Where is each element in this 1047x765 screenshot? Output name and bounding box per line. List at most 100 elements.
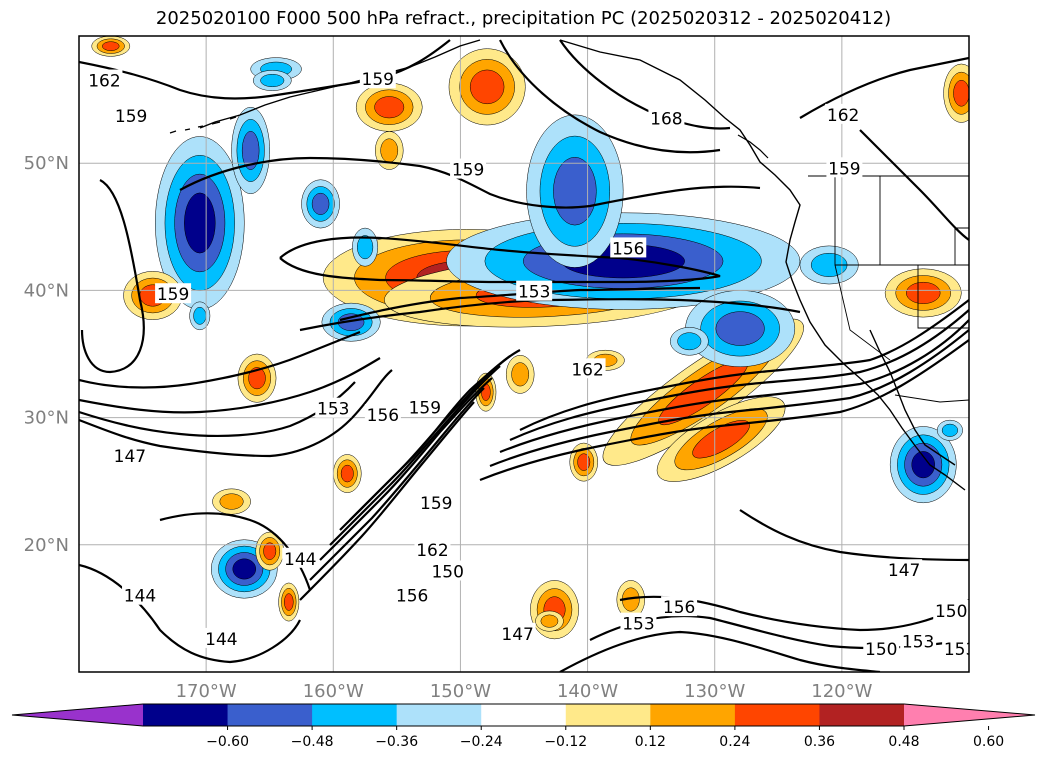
precip-level-fill — [553, 157, 597, 226]
precip-blob — [252, 70, 292, 91]
precip-level-fill — [540, 614, 559, 628]
precip-level-fill — [248, 367, 266, 390]
contour-label-halo — [406, 396, 443, 417]
contour-label: 153 — [516, 280, 553, 303]
colorbar-outline — [11, 703, 1036, 727]
contour-label-text: 156 — [367, 406, 399, 426]
contour-156-west — [79, 330, 361, 389]
contour-label: 156 — [661, 596, 698, 618]
contour-label: 162 — [569, 358, 606, 380]
contour-label-halo — [315, 397, 352, 418]
state-borders — [834, 176, 969, 361]
contour-label-text: 147 — [888, 561, 920, 581]
map-frame — [78, 35, 970, 673]
longitude-tick-label: 150°W — [430, 681, 491, 702]
precip-blob — [355, 82, 423, 132]
colorbar-tick-label: −0.60 — [206, 734, 249, 750]
contour-label-text: 144 — [124, 587, 156, 607]
contour-159-sierra-band-2 — [339, 355, 511, 531]
contour-147-west — [79, 369, 393, 458]
latitude-tick-label: 30°N — [24, 408, 69, 429]
contour-label-halo — [394, 584, 431, 605]
contour-label-text: 153 — [317, 400, 349, 420]
contour-label-halo — [282, 547, 319, 568]
colorbar-segment — [481, 704, 567, 726]
contour-label-halo — [648, 107, 685, 128]
contour-label-halo — [450, 158, 487, 179]
precip-level-fill — [102, 41, 120, 51]
contour-label: 159 — [826, 157, 863, 179]
precip-level-fill — [284, 593, 294, 611]
contour-label-halo — [155, 283, 192, 304]
contour-label: 153 — [900, 630, 937, 652]
contour-label: 150 — [863, 638, 900, 660]
contour-label-halo — [122, 584, 159, 605]
latitude-tick-label: 50°N — [24, 153, 69, 174]
precip-blob — [889, 426, 957, 504]
contour-label: 162 — [414, 538, 451, 561]
precip-blob — [799, 245, 859, 285]
contour-label-text: 159 — [409, 398, 441, 418]
contour-label-halo — [933, 599, 969, 620]
precip-blob — [333, 454, 362, 493]
precip-blob — [669, 327, 709, 356]
longitude-tick-label: 120°W — [811, 681, 872, 702]
precip-blob — [685, 290, 796, 367]
contour-label-halo — [113, 105, 150, 126]
colorbar-segment — [565, 704, 651, 726]
precip-level-fill — [911, 451, 935, 479]
precip-level-fill — [380, 138, 399, 163]
contour-label-halo — [499, 622, 536, 643]
contour-label-text: 159 — [828, 159, 860, 179]
precip-blob — [374, 131, 404, 170]
contour-156-sierra-band-3 — [329, 365, 501, 546]
contour-label-text: 159 — [452, 161, 484, 181]
aleutian-islands — [169, 116, 237, 134]
us-mexico-border — [894, 394, 969, 403]
latitude-tick-label: 40°N — [24, 280, 69, 301]
precip-blob — [231, 106, 270, 194]
contour-label-text: 168 — [650, 110, 682, 130]
contour-label-text: 159 — [115, 107, 147, 127]
contour-label-text: 162 — [416, 541, 448, 561]
precip-blob — [278, 582, 300, 622]
contour-label: 144 — [282, 547, 319, 570]
precip-level-fill — [219, 493, 244, 510]
contour-159-canada — [859, 129, 969, 241]
colorbar-segment — [734, 704, 820, 726]
precip-level-fill — [356, 235, 374, 260]
precip-level-fill — [184, 192, 216, 254]
contour-label-text: 159 — [157, 285, 189, 305]
contour-label-text: 153 — [622, 615, 654, 635]
contour-label-halo — [661, 596, 698, 617]
contour-label: 144 — [122, 584, 159, 607]
contour-label: 159 — [359, 68, 396, 90]
precip-blob — [189, 301, 211, 331]
contour-label-text: 153 — [902, 632, 934, 652]
precip-blob — [884, 268, 962, 318]
contour-label: 159 — [113, 105, 150, 127]
contour-label-halo — [516, 280, 553, 301]
baja-coastline — [869, 329, 956, 466]
contour-label-text: 144 — [284, 550, 316, 570]
contour-label: 159 — [418, 491, 455, 514]
contour-label-text: 144 — [205, 630, 237, 650]
precip-blob — [936, 419, 963, 441]
map-area: 162 159 159 168 162 159 159 156 159 153 162 153 156 1… — [79, 36, 969, 672]
precip-level-fill — [677, 332, 702, 351]
contour-label-halo — [111, 444, 148, 465]
colorbar-segment — [312, 704, 398, 726]
colorbar-segment — [143, 704, 229, 726]
contour-label-text: 156 — [396, 587, 428, 607]
precip-level-fill — [232, 558, 257, 580]
contour-label-text: 162 — [571, 360, 603, 380]
contour-label-halo — [825, 103, 862, 124]
contour-label-text: 159 — [420, 494, 452, 514]
contour-label: 162 — [825, 103, 862, 126]
contour-label-text: 156 — [612, 239, 644, 259]
precip-blob — [301, 179, 340, 229]
contour-159-channel-a — [339, 286, 701, 322]
precip-blob — [352, 227, 379, 267]
precip-blob — [943, 63, 969, 123]
